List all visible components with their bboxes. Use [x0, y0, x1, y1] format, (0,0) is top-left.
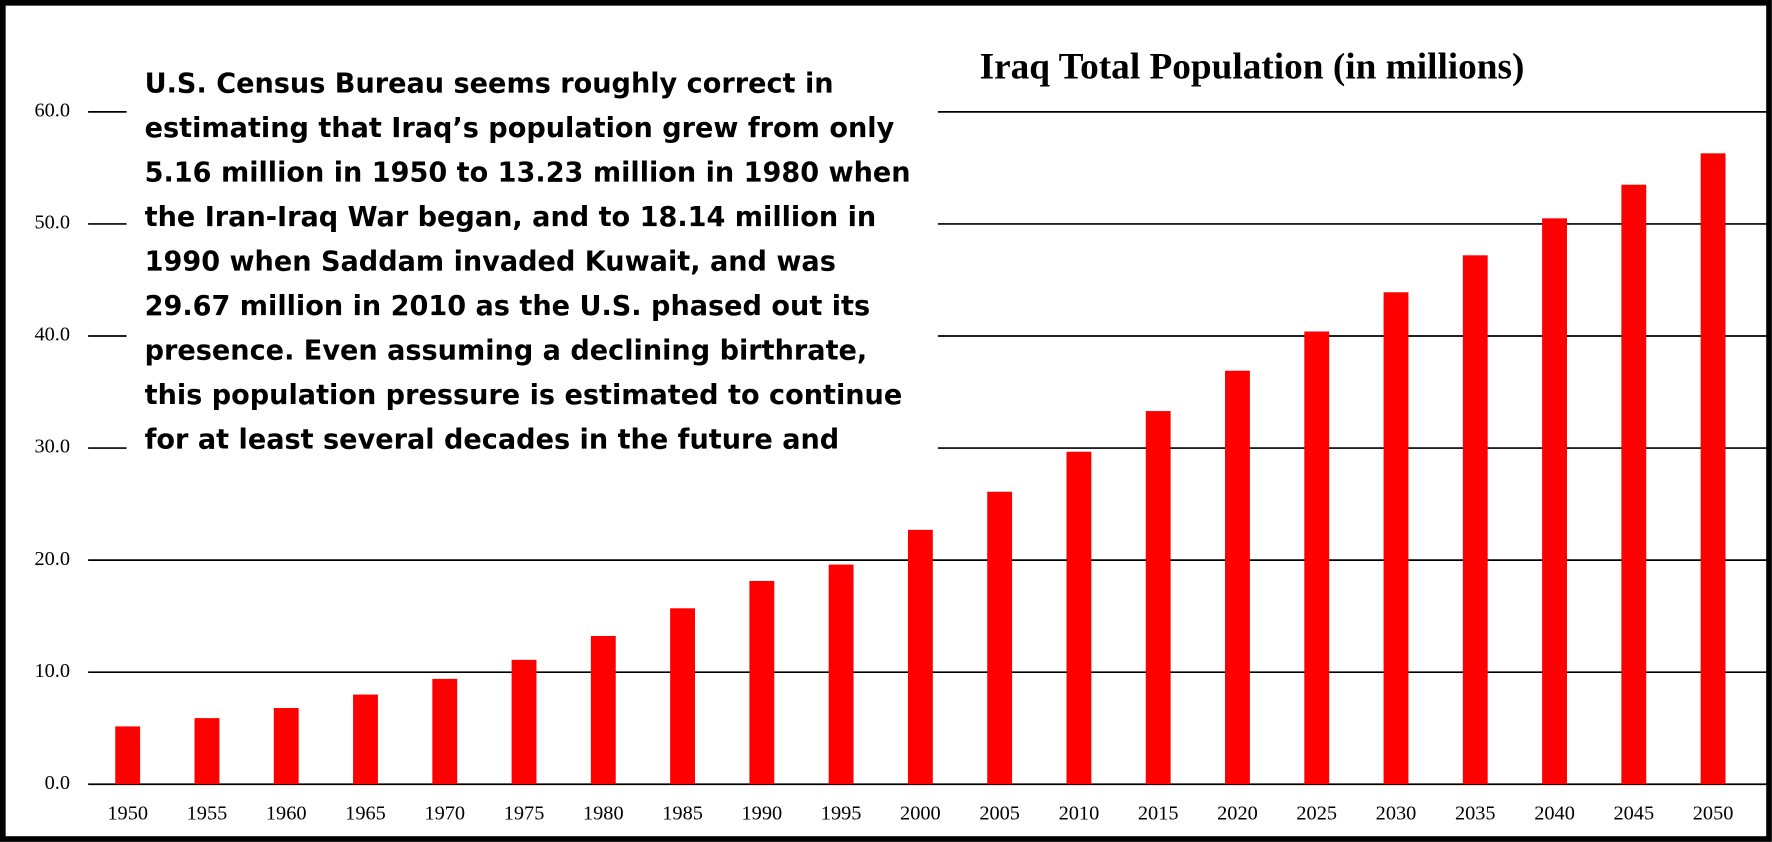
bar — [194, 718, 220, 785]
bars: 1950 1955 1960 1965 1970 1975 1980 1985 1990 1995… — [107, 153, 1733, 824]
y-tick-label: 40.0 — [34, 324, 70, 346]
annotation: U.S. Census Bureau seems roughly correct… — [145, 68, 911, 455]
x-tick-label: 2005 — [979, 802, 1020, 824]
bar — [511, 659, 537, 785]
annotation-line: 5.16 million in 1950 to 13.23 million in… — [145, 157, 911, 188]
bar — [1383, 292, 1409, 785]
bar — [907, 529, 933, 785]
x-tick-label: 2035 — [1455, 802, 1496, 824]
x-tick-label: 1960 — [266, 802, 307, 824]
bar — [670, 608, 696, 785]
x-tick-label: 1995 — [821, 802, 862, 824]
x-tick-label: 2015 — [1138, 802, 1179, 824]
bar — [749, 580, 775, 785]
y-tick-label: 0.0 — [45, 772, 70, 794]
annotation-line: U.S. Census Bureau seems roughly correct… — [145, 68, 834, 99]
x-tick-label: 1985 — [662, 802, 703, 824]
y-tick-label: 60.0 — [34, 100, 70, 122]
bar — [1304, 331, 1330, 785]
x-tick-label: 1950 — [107, 802, 148, 824]
x-tick-label: 2020 — [1217, 802, 1258, 824]
bar — [1700, 153, 1726, 785]
x-tick-label: 2000 — [900, 802, 941, 824]
bar — [590, 635, 616, 785]
x-tick-label: 2040 — [1534, 802, 1575, 824]
x-tick-label: 1980 — [583, 802, 624, 824]
x-tick-label: 1990 — [742, 802, 783, 824]
bar — [1066, 451, 1092, 785]
x-tick-label: 2050 — [1693, 802, 1734, 824]
bar — [115, 726, 141, 785]
annotation-line: for at least several decades in the futu… — [145, 424, 840, 455]
bar — [432, 678, 458, 785]
x-tick-label: 1955 — [187, 802, 228, 824]
bar — [353, 694, 378, 785]
bar — [828, 564, 854, 785]
y-tick-label: 50.0 — [34, 212, 70, 234]
y-tick-label: 20.0 — [34, 548, 70, 570]
x-tick-label: 2030 — [1376, 802, 1417, 824]
annotation-box — [126, 58, 938, 464]
y-tick-label: 30.0 — [34, 436, 70, 458]
annotation-line: presence. Even assuming a declining birt… — [145, 335, 868, 366]
annotation-line: the Iran-Iraq War began, and to 18.14 mi… — [145, 202, 877, 233]
annotation-line: this population pressure is estimated to… — [145, 380, 903, 411]
y-tick-label: 10.0 — [34, 660, 70, 682]
bar — [1225, 370, 1250, 785]
annotation-line: estimating that Iraq’s population grew f… — [145, 113, 895, 144]
grid: 0.0 10.0 20.0 30.0 40.0 50.0 60.0 — [34, 100, 1770, 794]
chart-title: Iraq Total Population (in millions) — [980, 47, 1525, 88]
x-tick-label: 1965 — [345, 802, 386, 824]
bar — [1621, 184, 1647, 785]
bar — [1462, 255, 1488, 785]
x-tick-label: 2025 — [1296, 802, 1337, 824]
bar — [987, 491, 1013, 785]
annotation-line: 1990 when Saddam invaded Kuwait, and was — [145, 246, 836, 277]
x-tick-label: 2045 — [1613, 802, 1654, 824]
bar — [1542, 218, 1567, 785]
x-tick-label: 2010 — [1059, 802, 1100, 824]
x-tick-label: 1970 — [424, 802, 465, 824]
annotation-line: 29.67 million in 2010 as the U.S. phased… — [145, 291, 870, 322]
bar — [1145, 411, 1171, 785]
bar — [273, 708, 299, 785]
x-tick-label: 1975 — [504, 802, 545, 824]
